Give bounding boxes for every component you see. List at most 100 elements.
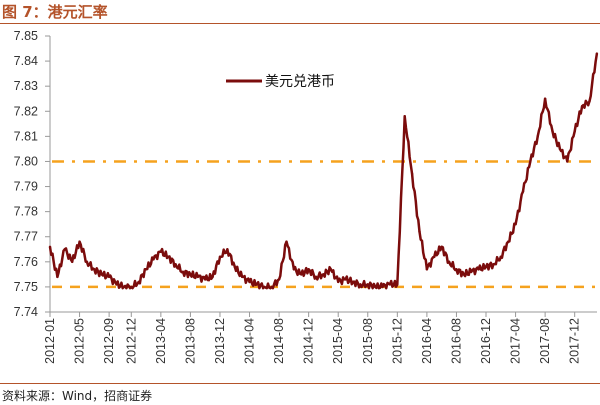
data-point [285,240,288,243]
data-point [492,263,495,266]
x-tick-label: 2015-12 [390,318,404,364]
data-point [366,283,369,286]
x-tick-label: 2014-12 [302,318,316,364]
data-point [100,273,103,276]
x-tick-label: 2015-08 [361,318,375,364]
data-point [181,270,185,274]
x-tick-label: 2016-04 [420,318,434,364]
data-point [418,230,421,233]
data-point [93,268,96,271]
data-point [144,268,148,271]
data-point [263,285,266,289]
line-chart: 7.74 7.75 7.76 7.77 7.78 7.79 7.80 7.81 7.82 7.83… [14,29,599,364]
data-point [203,278,207,281]
data-point [70,260,74,264]
legend-label: 美元兑港币 [265,74,335,90]
data-point [233,265,236,269]
source-note: 资料来源：Wind，招商证券 [2,389,153,403]
data-point [359,283,362,286]
y-axis: 7.74 7.75 7.76 7.77 7.78 7.79 7.80 7.81 7.82 7.83… [14,29,51,319]
y-tick-label: 7.82 [14,104,38,118]
x-tick-label: 2016-08 [449,318,463,364]
x-tick-label: 2017-12 [568,318,582,364]
x-tick-label: 2012-05 [73,318,87,364]
x-tick-label: 2017-04 [509,318,523,364]
data-point [292,268,296,271]
data-point [211,275,214,279]
data-point [373,285,377,289]
data-point [447,260,451,264]
y-tick-label: 7.76 [14,255,38,269]
data-point [455,268,458,271]
data-point [573,130,576,133]
y-tick-label: 7.81 [14,129,38,143]
data-point [566,160,569,163]
x-tick-label: 2014-04 [243,318,257,364]
data-point [167,255,170,258]
data-point [462,273,466,276]
data-point [314,275,318,279]
reference-lines [52,160,595,289]
data-point [470,270,473,274]
y-tick-label: 7.77 [14,230,38,244]
x-tick-label: 2014-08 [272,318,286,364]
data-point [514,222,517,226]
x-tick-label: 2017-08 [538,318,552,364]
data-point [107,275,111,279]
title-divider [0,23,600,24]
data-point [174,263,177,266]
data-point [277,278,281,281]
data-point [351,280,355,284]
data-point [499,255,502,258]
legend: 美元兑港币 [226,74,335,90]
data-point [307,268,310,271]
data-point [388,283,392,286]
data-point [63,248,66,251]
data-point [78,240,81,243]
x-tick-label: 2012-01 [43,318,57,364]
x-tick-label: 2012-09 [102,318,116,364]
x-tick-label: 2013-08 [183,318,197,364]
x-tick-label: 2016-12 [479,318,493,364]
data-point [396,283,399,286]
y-tick-label: 7.80 [14,154,38,168]
data-point [159,250,163,253]
data-point [337,280,340,284]
data-point [255,283,259,286]
series-group [48,52,599,290]
data-point [322,273,325,276]
data-point [433,255,436,258]
data-point [588,100,591,103]
x-tick-label: 2012-12 [124,318,138,364]
data-point [48,245,52,248]
data-point [521,190,525,193]
y-tick-label: 7.78 [14,205,38,219]
data-point [543,97,547,100]
data-point [85,260,89,264]
y-tick-label: 7.84 [14,54,38,68]
data-point [580,105,584,108]
x-tick-label: 2013-04 [154,318,168,364]
data-point [240,275,244,279]
data-point [270,285,273,289]
data-point [300,273,303,276]
y-tick-label: 7.79 [14,180,38,194]
data-point [595,52,599,55]
data-point [558,147,562,151]
data-point [115,283,118,286]
data-point [329,268,333,271]
chart-title: 图 7：港元汇率 [2,3,108,21]
x-tick-label: 2015-04 [331,318,345,364]
data-point [137,280,140,284]
data-point [152,258,155,261]
data-point [56,275,59,279]
data-point [551,130,554,133]
data-point [122,285,126,289]
data-point [477,268,480,271]
y-tick-label: 7.83 [14,79,38,93]
data-point [410,172,414,176]
data-point [536,135,539,138]
data-point [196,275,199,279]
x-tick-label: 2013-12 [213,318,227,364]
data-point [440,245,443,248]
